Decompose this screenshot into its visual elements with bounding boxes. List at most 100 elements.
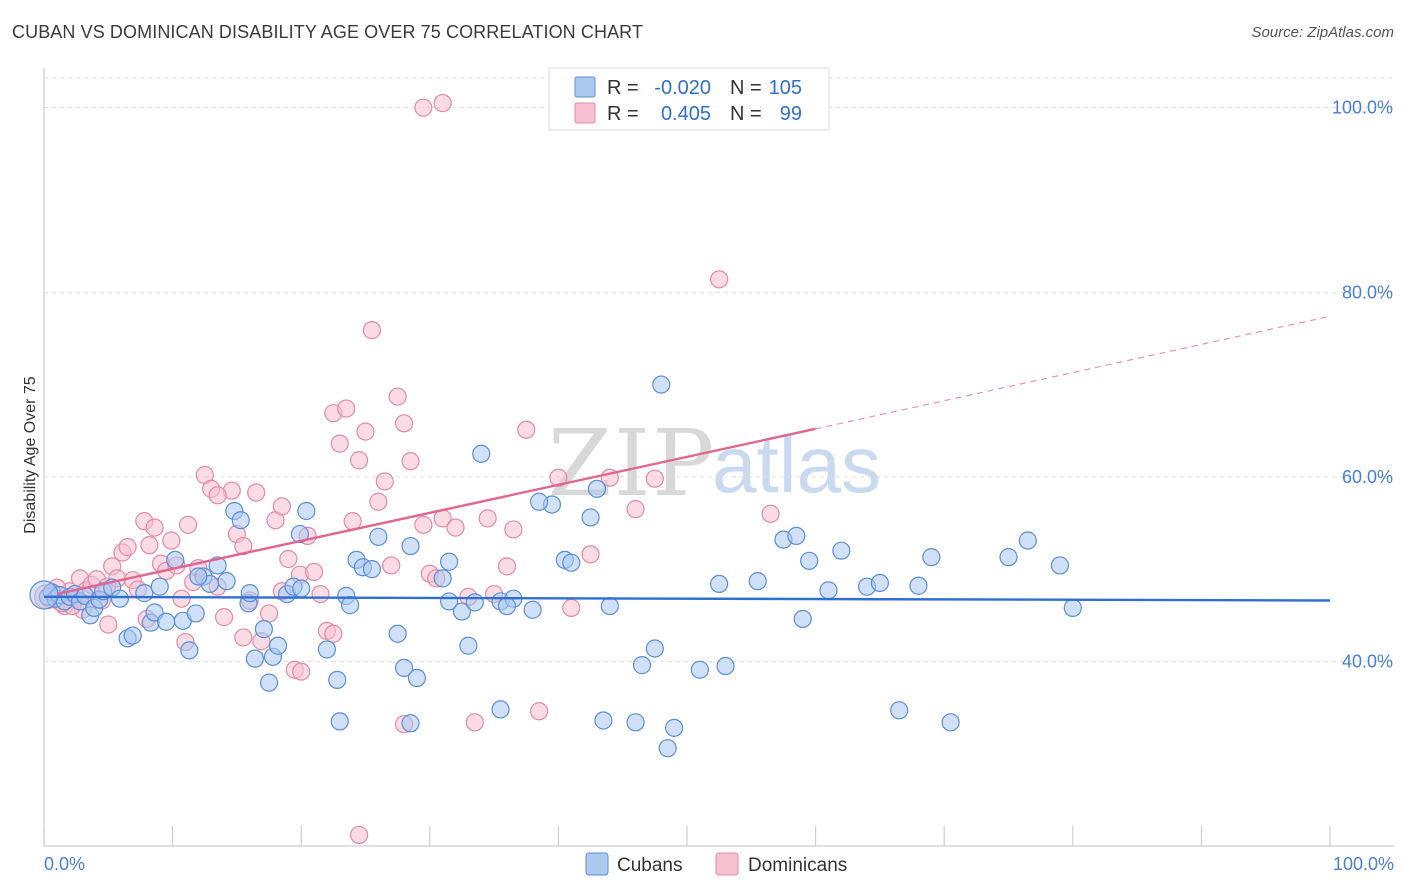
cubans-point-32	[245, 649, 265, 668]
dominicans-point-39	[259, 604, 279, 623]
dominicans-point-19	[140, 536, 159, 555]
dominicans-point-23	[162, 531, 181, 550]
dominicans-point-72	[562, 598, 581, 617]
y-tick-label-60: 60.0%	[1342, 467, 1393, 487]
cubans-point-88	[1050, 556, 1070, 575]
cubans-point-67	[645, 639, 664, 658]
cubans-point-64	[587, 479, 607, 498]
bottom-legend-label-cubans: Cubans	[617, 855, 683, 876]
cubans-point-53	[452, 602, 472, 621]
cubans-point-101	[292, 579, 311, 598]
dominicans-point-70	[530, 702, 549, 721]
cubans-point-76	[793, 609, 812, 629]
dominicans-point-55	[362, 321, 382, 340]
cubans-point-78	[819, 581, 838, 600]
dominicans-point-71	[549, 468, 568, 487]
cubans-trend-line	[43, 595, 1331, 602]
dominicans-point-54	[356, 422, 375, 441]
cubans-point-99	[259, 673, 279, 692]
dominicans-point-82	[414, 98, 433, 117]
dominicans-point-52	[343, 512, 362, 531]
dominicans-point-73	[581, 545, 600, 564]
cubans-point-70	[690, 660, 709, 679]
dominicans-point-81	[349, 825, 369, 845]
dominicans-point-53	[349, 451, 369, 470]
trend-lines	[43, 315, 1331, 602]
cubans-point-89	[1063, 598, 1082, 617]
cubans-point-20	[157, 612, 176, 631]
bottom-legend-swatch-dominicans	[715, 852, 739, 876]
cubans-point-73	[748, 572, 767, 591]
cubans-point-62	[562, 553, 581, 572]
cubans-point-39	[297, 501, 316, 521]
cubans-point-66	[632, 656, 652, 675]
cubans-point-97	[362, 560, 382, 579]
cubans-point-55	[465, 593, 484, 612]
cubans-point-102	[189, 567, 208, 586]
cubans-point-69	[665, 718, 684, 737]
dominicans-point-51	[337, 399, 356, 418]
dominicans-point-69	[517, 420, 536, 439]
cubans-point-72	[716, 656, 735, 676]
dominicans-point-61	[401, 452, 420, 471]
dominicans-point-75	[626, 500, 645, 519]
dominicans-point-50	[330, 434, 349, 453]
dominicans-point-94	[324, 624, 343, 643]
cubans-point-92	[626, 713, 645, 732]
cubans-point-14	[110, 589, 129, 608]
cubans-point-40	[317, 640, 337, 659]
dominicans-point-77	[710, 270, 729, 289]
cubans-point-49	[401, 536, 420, 556]
cubans-point-93	[491, 700, 510, 719]
legend-n-label-dominicans: N =	[730, 103, 762, 125]
cubans-point-86	[999, 548, 1018, 567]
dominicans-trend-line	[56, 427, 816, 596]
dominicans-point-84	[504, 520, 523, 539]
cubans-point-75	[787, 526, 806, 546]
cubans-point-33	[254, 620, 274, 639]
source-label: Source: ZipAtlas.com	[1251, 24, 1394, 41]
cubans-point-63	[581, 508, 600, 527]
cubans-point-28	[217, 572, 236, 591]
cubans-point-95	[401, 714, 420, 733]
cubans-point-48	[394, 658, 414, 677]
dominicans-point-83	[433, 93, 452, 113]
dominicans-point-60	[394, 414, 414, 433]
chart-title: CUBAN VS DOMINICAN DISABILITY AGE OVER 7…	[12, 22, 644, 42]
legend-r-label-cubans: R =	[607, 77, 639, 99]
legend-r-value-cubans: -0.020	[654, 77, 711, 99]
cubans-point-38	[290, 524, 310, 544]
cubans-point-91	[594, 711, 613, 730]
axes	[43, 68, 1394, 847]
legend-swatch-cubans	[574, 76, 596, 98]
dominicans-point-79	[465, 713, 484, 732]
dominicans-point-42	[279, 549, 298, 569]
cubans-points	[29, 375, 1082, 758]
cubans-point-50	[407, 668, 427, 688]
y-axis-title: Disability Age Over 75	[22, 376, 39, 534]
legend-box	[548, 67, 830, 131]
legend-r-value-dominicans: 0.405	[661, 103, 711, 125]
cubans-point-23	[180, 641, 199, 660]
legend-n-value-dominicans: 99	[780, 103, 802, 125]
dominicans-point-68	[497, 557, 517, 576]
cubans-point-59	[523, 600, 542, 619]
cubans-point-79	[832, 541, 851, 560]
dominicans-point-20	[145, 518, 164, 537]
cubans-point-24	[186, 604, 205, 623]
cubans-point-51	[433, 569, 452, 588]
cubans-point-30	[231, 511, 250, 530]
dominicans-point-32	[214, 608, 234, 627]
cubans-point-43	[340, 596, 360, 615]
dominicans-point-62	[414, 515, 433, 534]
legend-r-label-dominicans: R =	[607, 103, 639, 125]
cubans-point-81	[870, 573, 890, 593]
dominicans-point-57	[375, 472, 394, 491]
y-tick-labels: 40.0% 60.0% 80.0% 100.0%	[1332, 98, 1393, 672]
cubans-point-103	[150, 577, 169, 596]
cubans-point-71	[710, 574, 729, 593]
stats-legend: R = -0.020 N = 105 R = 0.405 N = 99	[548, 67, 830, 131]
dominicans-point-25	[172, 589, 191, 608]
cubans-point-cluster	[29, 580, 59, 610]
